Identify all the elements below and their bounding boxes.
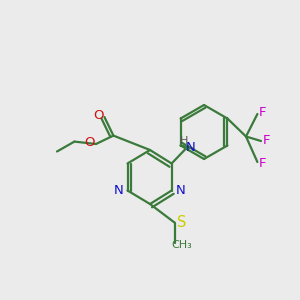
Text: F: F (259, 106, 267, 119)
Text: O: O (93, 109, 104, 122)
Text: H: H (180, 136, 188, 146)
Text: F: F (263, 134, 271, 147)
Text: F: F (259, 157, 267, 170)
Text: CH₃: CH₃ (172, 240, 193, 250)
Text: N: N (185, 141, 195, 154)
Text: O: O (84, 136, 95, 149)
Text: S: S (176, 215, 186, 230)
Text: N: N (176, 184, 185, 197)
Text: N: N (114, 184, 123, 197)
